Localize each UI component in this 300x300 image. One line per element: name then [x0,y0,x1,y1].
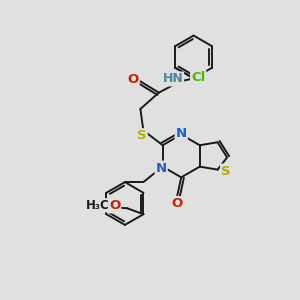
Text: O: O [109,200,120,212]
Text: S: S [137,129,147,142]
Text: O: O [127,74,139,86]
Text: HN: HN [162,73,183,85]
Text: Cl: Cl [191,71,206,84]
Text: H₃C: H₃C [85,199,109,212]
Text: S: S [221,165,231,178]
Text: O: O [171,197,182,210]
Text: N: N [176,127,187,140]
Text: N: N [156,162,167,175]
